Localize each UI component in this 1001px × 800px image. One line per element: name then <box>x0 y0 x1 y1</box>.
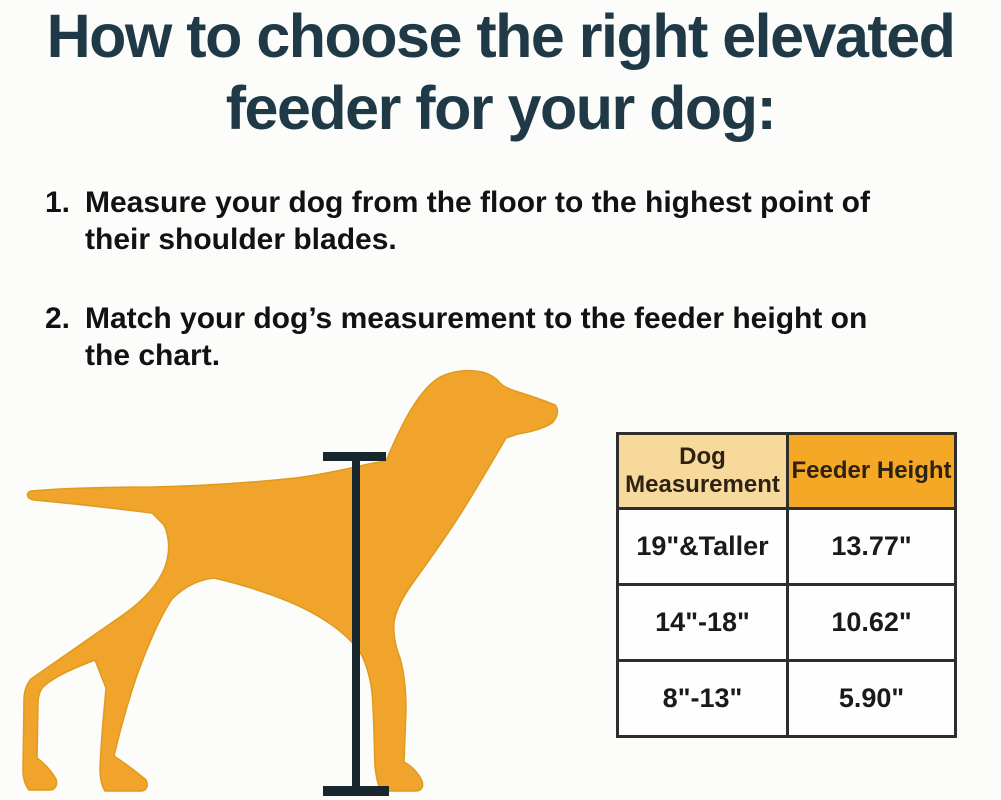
table-header-row: Dog Measurement Feeder Height <box>616 432 957 510</box>
cell-feeder-height-2: 10.62" <box>786 583 957 662</box>
table-row: 14"-18" 10.62" <box>616 583 957 662</box>
instruction-step-1-line-1: Measure your dog from the floor to the h… <box>85 186 870 219</box>
measurement-line-bottom-cap <box>323 786 389 796</box>
table-row: 8"-13" 5.90" <box>616 659 957 738</box>
page-title: How to choose the right elevated feeder … <box>0 0 1001 144</box>
table-header-dog-measurement: Dog Measurement <box>616 432 789 510</box>
cell-dog-measurement-2: 14"-18" <box>616 583 789 662</box>
dog-measurement-figure <box>22 369 559 796</box>
instruction-step-1-text: Measure your dog from the floor to the h… <box>85 184 965 258</box>
page-title-line-1: How to choose the right elevated <box>46 2 956 70</box>
feeder-size-table: Dog Measurement Feeder Height 19"&Taller… <box>616 432 957 738</box>
instruction-step-2-line-2: the chart. <box>85 339 221 372</box>
cell-dog-measurement-1: 19"&Taller <box>616 507 789 586</box>
instruction-step-1-number: 1. <box>45 186 71 219</box>
instruction-step-2-text: Match your dog’s measurement to the feed… <box>85 300 965 374</box>
instruction-step-1-line-2: their shoulder blades. <box>85 223 397 256</box>
page-title-line-2: feeder for your dog: <box>225 74 777 142</box>
cell-feeder-height-3: 5.90" <box>786 659 957 738</box>
instruction-step-1: 1. Measure your dog from the floor to th… <box>45 184 965 258</box>
dog-silhouette-illustration <box>22 369 559 792</box>
table-header-feeder-height: Feeder Height <box>786 432 957 510</box>
instruction-step-2: 2. Match your dog’s measurement to the f… <box>45 300 965 374</box>
instruction-step-2-line-1: Match your dog’s measurement to the feed… <box>85 302 868 335</box>
instruction-step-2-number: 2. <box>45 302 71 335</box>
table-row: 19"&Taller 13.77" <box>616 507 957 586</box>
cell-dog-measurement-3: 8"-13" <box>616 659 789 738</box>
measurement-line-bar <box>352 456 360 792</box>
measurement-line <box>323 452 389 796</box>
cell-feeder-height-1: 13.77" <box>786 507 957 586</box>
